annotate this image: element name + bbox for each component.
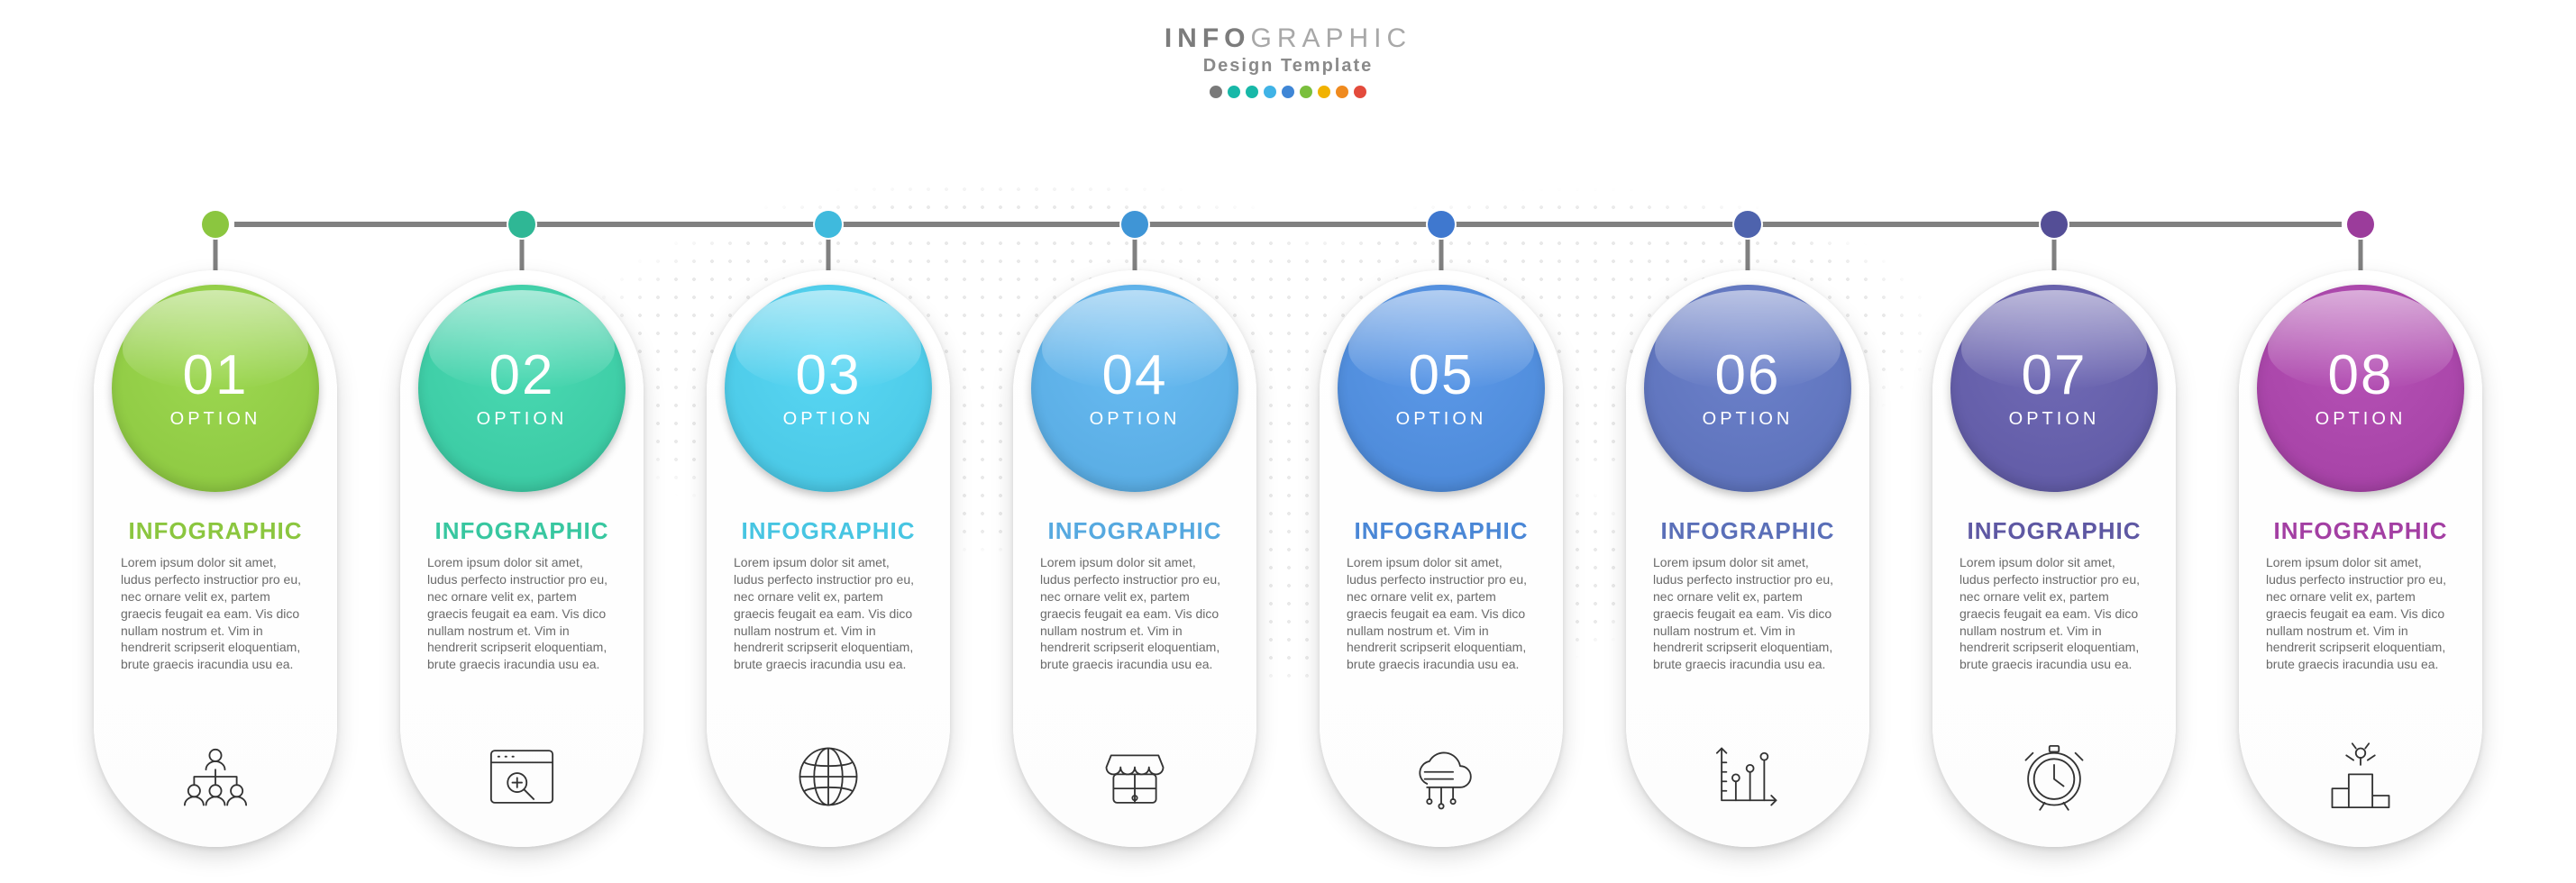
card-heading: INFOGRAPHIC [1048,517,1222,545]
accent-dot [1336,86,1348,98]
option-label: OPTION [1703,409,1794,430]
card: 04 OPTION INFOGRAPHIC Lorem ipsum dolor sit… [1013,270,1256,847]
timeline-stem [2052,238,2057,274]
option-number: 05 [1409,348,1475,404]
option-label: OPTION [783,409,874,430]
card-heading: INFOGRAPHIC [2274,517,2448,545]
timeline-node [1428,211,1455,238]
timeline-stem [2359,238,2363,274]
main-title: INFOGRAPHIC [0,23,2576,54]
timeline-node [1734,211,1761,238]
card-heading: INFOGRAPHIC [1661,517,1835,545]
card-heading: INFOGRAPHIC [1968,517,2142,545]
option-circle: 06 OPTION [1644,285,1851,492]
header: INFOGRAPHIC Design Template [0,0,2576,98]
timeline-node [815,211,842,238]
title-light: GRAPHIC [1250,23,1411,53]
globe-icon [790,739,866,815]
accent-dot [1318,86,1330,98]
card: 06 OPTION INFOGRAPHIC Lorem ipsum dolor sit… [1626,270,1869,847]
accent-dot [1228,86,1240,98]
clock-icon [2016,739,2092,815]
card-body-text: Lorem ipsum dolor sit amet, ludus perfec… [400,554,644,673]
subtitle: Design Template [0,56,2576,77]
timeline-node [202,211,229,238]
option-number: 03 [796,348,862,404]
option-label: OPTION [1396,409,1487,430]
timeline-stem [520,238,525,274]
cloud-icon [1403,739,1479,815]
step-03: 03 OPTION INFOGRAPHIC Lorem ipsum dolor sit… [707,198,950,847]
option-label: OPTION [477,409,568,430]
card-body-text: Lorem ipsum dolor sit amet, ludus perfec… [2239,554,2482,673]
accent-dot [1282,86,1294,98]
accent-dot [1210,86,1222,98]
option-number: 08 [2328,348,2394,404]
steps-row: 01 OPTION INFOGRAPHIC Lorem ipsum dolor sit… [0,198,2576,847]
timeline-stem [827,238,831,274]
card-body-text: Lorem ipsum dolor sit amet, ludus perfec… [707,554,950,673]
browser-icon [484,739,560,815]
accent-dot [1264,86,1276,98]
option-number: 06 [1715,348,1781,404]
card-heading: INFOGRAPHIC [742,517,916,545]
option-number: 04 [1102,348,1168,404]
step-07: 07 OPTION INFOGRAPHIC Lorem ipsum dolor sit… [1932,198,2176,847]
option-label: OPTION [170,409,261,430]
timeline-node [2041,211,2068,238]
timeline-stem [1746,238,1750,274]
card: 05 OPTION INFOGRAPHIC Lorem ipsum dolor sit… [1320,270,1563,847]
card-heading: INFOGRAPHIC [129,517,303,545]
option-number: 02 [489,348,555,404]
option-circle: 07 OPTION [1950,285,2158,492]
timeline-stem [214,238,218,274]
card-body-text: Lorem ipsum dolor sit amet, ludus perfec… [1626,554,1869,673]
card-body-text: Lorem ipsum dolor sit amet, ludus perfec… [1932,554,2176,673]
card: 08 OPTION INFOGRAPHIC Lorem ipsum dolor sit… [2239,270,2482,847]
step-06: 06 OPTION INFOGRAPHIC Lorem ipsum dolor sit… [1626,198,1869,847]
timeline-stem [1439,238,1444,274]
card-heading: INFOGRAPHIC [435,517,609,545]
accent-dots-row [0,86,2576,98]
card: 03 OPTION INFOGRAPHIC Lorem ipsum dolor sit… [707,270,950,847]
accent-dot [1354,86,1366,98]
step-08: 08 OPTION INFOGRAPHIC Lorem ipsum dolor sit… [2239,198,2482,847]
card: 07 OPTION INFOGRAPHIC Lorem ipsum dolor sit… [1932,270,2176,847]
accent-dot [1300,86,1312,98]
step-02: 02 OPTION INFOGRAPHIC Lorem ipsum dolor sit… [400,198,644,847]
option-label: OPTION [2009,409,2100,430]
card: 01 OPTION INFOGRAPHIC Lorem ipsum dolor sit… [94,270,337,847]
card-body-text: Lorem ipsum dolor sit amet, ludus perfec… [1320,554,1563,673]
timeline-node [2347,211,2374,238]
step-01: 01 OPTION INFOGRAPHIC Lorem ipsum dolor sit… [94,198,337,847]
podium-icon [2323,739,2398,815]
option-circle: 03 OPTION [725,285,932,492]
timeline-stem [1133,238,1137,274]
option-circle: 08 OPTION [2257,285,2464,492]
store-icon [1097,739,1173,815]
option-circle: 05 OPTION [1338,285,1545,492]
option-circle: 01 OPTION [112,285,319,492]
option-circle: 04 OPTION [1031,285,1238,492]
option-number: 01 [183,348,249,404]
accent-dot [1246,86,1258,98]
card-body-text: Lorem ipsum dolor sit amet, ludus perfec… [94,554,337,673]
org-icon [178,739,253,815]
chart-icon [1710,739,1786,815]
timeline-node [508,211,535,238]
title-bold: INFO [1165,23,1251,53]
option-circle: 02 OPTION [418,285,626,492]
step-04: 04 OPTION INFOGRAPHIC Lorem ipsum dolor sit… [1013,198,1256,847]
option-label: OPTION [1090,409,1181,430]
step-05: 05 OPTION INFOGRAPHIC Lorem ipsum dolor sit… [1320,198,1563,847]
timeline-node [1121,211,1148,238]
card-body-text: Lorem ipsum dolor sit amet, ludus perfec… [1013,554,1256,673]
card-heading: INFOGRAPHIC [1355,517,1529,545]
option-label: OPTION [2316,409,2407,430]
card: 02 OPTION INFOGRAPHIC Lorem ipsum dolor sit… [400,270,644,847]
option-number: 07 [2022,348,2087,404]
